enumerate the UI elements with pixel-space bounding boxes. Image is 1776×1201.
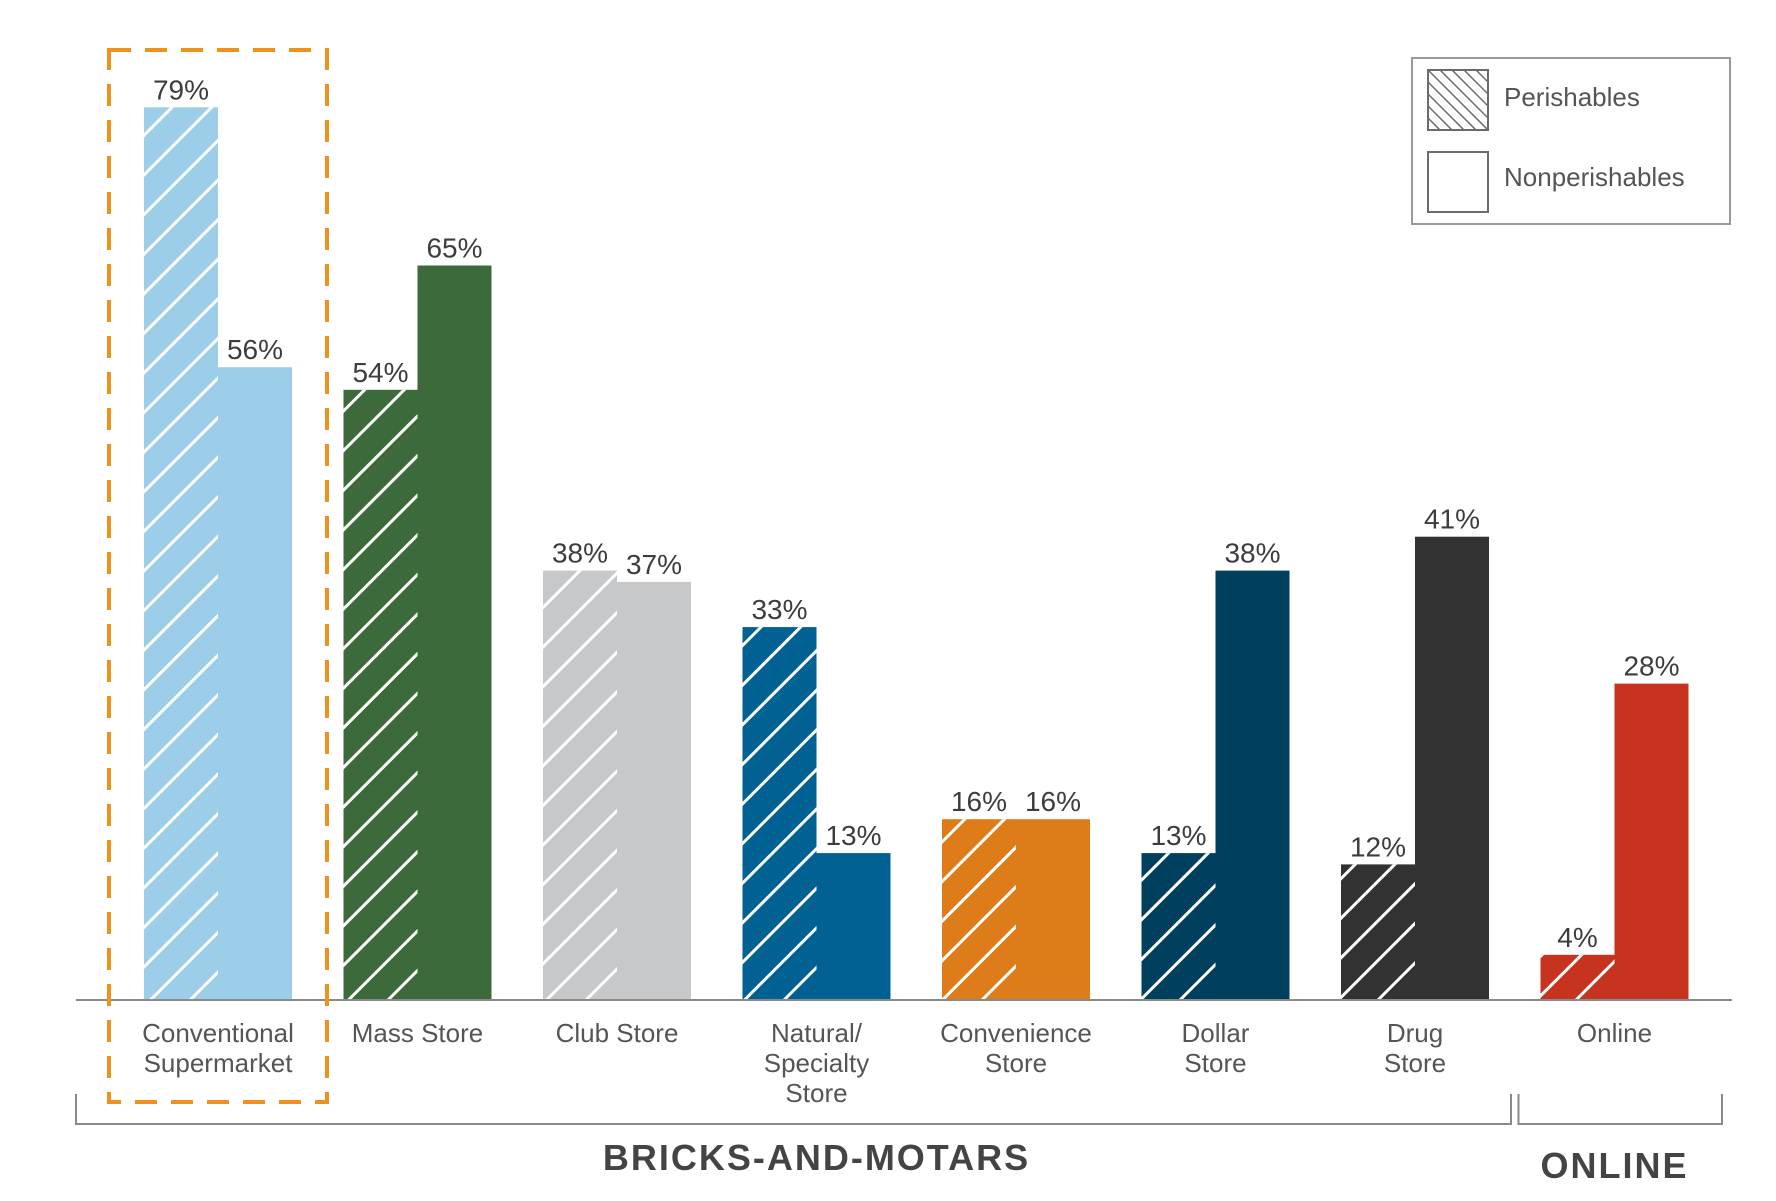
data-label-club-store-nonperishables: 37% [626,549,682,580]
data-label-dollar-store-nonperishables: 38% [1224,538,1280,569]
data-label-conventional-supermarket-perishables: 79% [153,74,209,105]
bar-convenience-store-nonperishables [1016,819,1090,1000]
data-label-mass-store-nonperishables: 65% [426,233,482,264]
legend-swatch-hatched [1428,70,1488,130]
data-label-drug-store-nonperishables: 41% [1424,504,1480,535]
data-label-natural-specialty-store-nonperishables: 13% [825,820,881,851]
category-label-drug-store: Drug Store [1384,1018,1446,1078]
legend-hatch-line [1475,70,1488,84]
group-label-bricks-and-motars: BRICKS-AND-MOTARS [603,1137,1030,1178]
bar-hatch-natural-specialty-store [742,627,817,1000]
legend-hatch-line [1428,92,1465,130]
category-label-mass-store: Mass Store [352,1018,484,1048]
data-label-mass-store-perishables: 54% [352,357,408,388]
bar-hatch-online [1540,954,1615,1000]
bar-hatch-mass-store [343,389,418,1000]
data-label-club-store-perishables: 38% [552,538,608,569]
bar-mass-store-nonperishables [417,265,492,1000]
data-label-conventional-supermarket-nonperishables: 56% [227,334,283,365]
highlight-box [107,48,329,1104]
legend-hatch-line [1428,104,1453,130]
bar-hatch-drug-store [1341,864,1415,1000]
group-label-online: ONLINE [1540,1145,1688,1186]
data-label-drug-store-perishables: 12% [1350,831,1406,862]
bar-online-nonperishables [1614,683,1689,1000]
category-label-conventional-supermarket: Conventional Supermarket [142,1018,294,1078]
bar-hatch-club-store [543,570,617,1000]
bar-natural-specialty-store-nonperishables [816,853,891,1000]
data-label-online-nonperishables: 28% [1623,651,1679,682]
legend-hatch-line [1428,70,1488,130]
data-label-online-perishables: 4% [1557,922,1597,953]
legend-hatch-line [1428,116,1441,130]
category-label-convenience-store: Convenience Store [940,1018,1092,1078]
legend-hatch-line [1428,80,1477,130]
data-label-natural-specialty-store-perishables: 33% [751,594,807,625]
legend-hatch-line [1451,70,1488,108]
legend-label-nonperishables: Nonperishables [1504,162,1685,192]
category-label-natural-specialty-store: Natural/Specialty Store [764,1018,870,1108]
group-bracket-bricks-and-motars [75,1094,1512,1125]
legend-hatch-line [1439,70,1488,120]
bar-hatch-convenience-store [942,819,1016,1000]
legend-swatch-solid [1427,151,1489,213]
legend-hatch-line [1463,70,1488,96]
data-label-dollar-store-perishables: 13% [1150,820,1206,851]
group-bracket-online [1517,1094,1723,1125]
data-label-convenience-store-perishables: 16% [951,786,1007,817]
bar-drug-store-nonperishables [1415,536,1489,1000]
category-label-online: Online [1577,1018,1652,1048]
bar-conventional-supermarket-nonperishables [218,367,292,1000]
bar-hatch-conventional-supermarket [144,107,218,1001]
bar-hatch-dollar-store [1141,853,1216,1000]
legend: Perishables Nonperishables [1411,57,1731,225]
bars-layer [144,107,1689,1001]
data-label-convenience-store-nonperishables: 16% [1025,786,1081,817]
category-label-dollar-store: Dollar Store [1182,1018,1250,1078]
category-label-club-store: Club Store [556,1018,679,1048]
bar-club-store-nonperishables [617,581,691,1000]
bar-dollar-store-nonperishables [1215,570,1290,1000]
group-brackets: BRICKS-AND-MOTARS ONLINE [75,1094,1723,1186]
labels-layer: 79% 56% Conventional Supermarket 54% 65% Mass … [142,74,1679,1108]
legend-label-perishables: Perishables [1504,82,1640,112]
